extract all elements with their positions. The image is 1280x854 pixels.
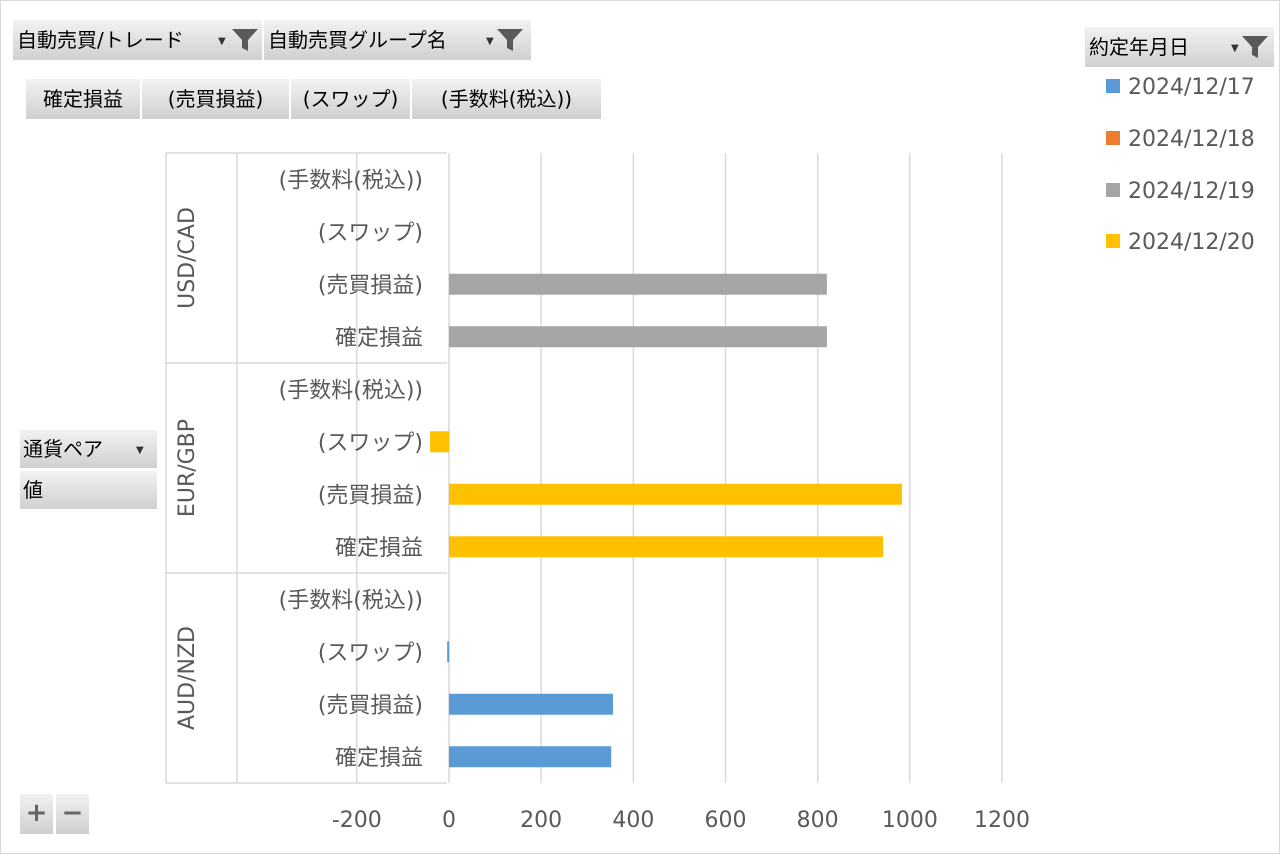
- legend-item-20241218: 2024/12/18: [1106, 127, 1255, 157]
- row-field-value-label: 値: [23, 478, 43, 502]
- row-field-pair-label: 通貨ペア: [23, 437, 103, 461]
- legend-item-20241220: 2024/12/20: [1106, 230, 1255, 260]
- category-label: (売買損益): [318, 483, 423, 508]
- value-field-swap-button[interactable]: (スワップ): [291, 79, 411, 119]
- legend-swatch: [1106, 234, 1120, 248]
- x-tick-label: -200: [332, 808, 382, 833]
- filter-trade-button[interactable]: 自動売買/トレード ▼: [13, 20, 263, 60]
- dropdown-icon: ▼: [136, 445, 144, 456]
- row-field-pair-button[interactable]: 通貨ペア ▼: [20, 430, 157, 468]
- legend-label: 2024/12/18: [1128, 127, 1255, 152]
- bar: [449, 326, 827, 348]
- dropdown-icon: ▼: [218, 36, 226, 47]
- category-label: (手数料(税込)): [279, 168, 423, 193]
- bar: [449, 483, 902, 505]
- legend-field-button[interactable]: 約定年月日 ▼: [1085, 27, 1275, 67]
- filter-group-label: 自動売買グループ名: [268, 28, 447, 52]
- legend-field-label: 約定年月日: [1089, 35, 1189, 59]
- legend-label: 2024/12/19: [1128, 179, 1255, 204]
- category-label: (スワップ): [318, 221, 423, 246]
- x-tick-label: 1200: [974, 808, 1030, 833]
- dropdown-icon: ▼: [1231, 43, 1239, 54]
- filter-funnel-icon: [497, 29, 523, 51]
- legend-swatch: [1106, 131, 1120, 145]
- bar: [447, 641, 450, 663]
- category-label: (スワップ): [318, 431, 423, 456]
- bar: [449, 746, 612, 768]
- legend-item-20241219: 2024/12/19: [1106, 179, 1255, 209]
- category-label: 確定損益: [335, 746, 423, 771]
- x-tick-label: 1000: [882, 808, 938, 833]
- legend-label: 2024/12/20: [1128, 230, 1255, 255]
- group-label: USD/CAD: [175, 207, 200, 309]
- x-tick-label: 800: [797, 808, 839, 833]
- filter-group-button[interactable]: 自動売買グループ名 ▼: [264, 20, 532, 60]
- collapse-button[interactable]: −: [56, 794, 90, 834]
- value-field-realized-button[interactable]: 確定損益: [26, 79, 141, 119]
- category-label: (手数料(税込)): [279, 588, 423, 613]
- bar: [430, 431, 449, 453]
- bar: [449, 693, 614, 715]
- expand-button[interactable]: +: [20, 794, 54, 834]
- group-label: AUD/NZD: [175, 626, 200, 730]
- value-field-fee-button[interactable]: (手数料(税込)): [412, 79, 602, 119]
- legend-swatch: [1106, 79, 1120, 93]
- x-tick-label: 400: [612, 808, 654, 833]
- category-label: (売買損益): [318, 693, 423, 718]
- group-label: EUR/GBP: [175, 419, 200, 517]
- x-tick-label: 600: [705, 808, 747, 833]
- bar: [449, 536, 884, 558]
- category-label: (売買損益): [318, 273, 423, 298]
- row-field-value-button[interactable]: 値: [20, 471, 157, 509]
- filter-trade-label: 自動売買/トレード: [17, 28, 184, 52]
- dropdown-icon: ▼: [486, 36, 494, 47]
- x-tick-label: 0: [442, 808, 456, 833]
- value-field-trade-pl-button[interactable]: (売買損益): [142, 79, 290, 119]
- category-label: (手数料(税込)): [279, 378, 423, 403]
- category-label: (スワップ): [318, 641, 423, 666]
- x-tick-label: 200: [520, 808, 562, 833]
- category-label: 確定損益: [335, 536, 423, 561]
- legend-swatch: [1106, 183, 1120, 197]
- filter-funnel-icon: [1242, 36, 1268, 58]
- bar: [449, 273, 827, 295]
- category-label: 確定損益: [335, 326, 423, 351]
- filter-funnel-icon: [232, 29, 258, 51]
- legend-label: 2024/12/17: [1128, 75, 1255, 100]
- legend-item-20241217: 2024/12/17: [1106, 75, 1255, 105]
